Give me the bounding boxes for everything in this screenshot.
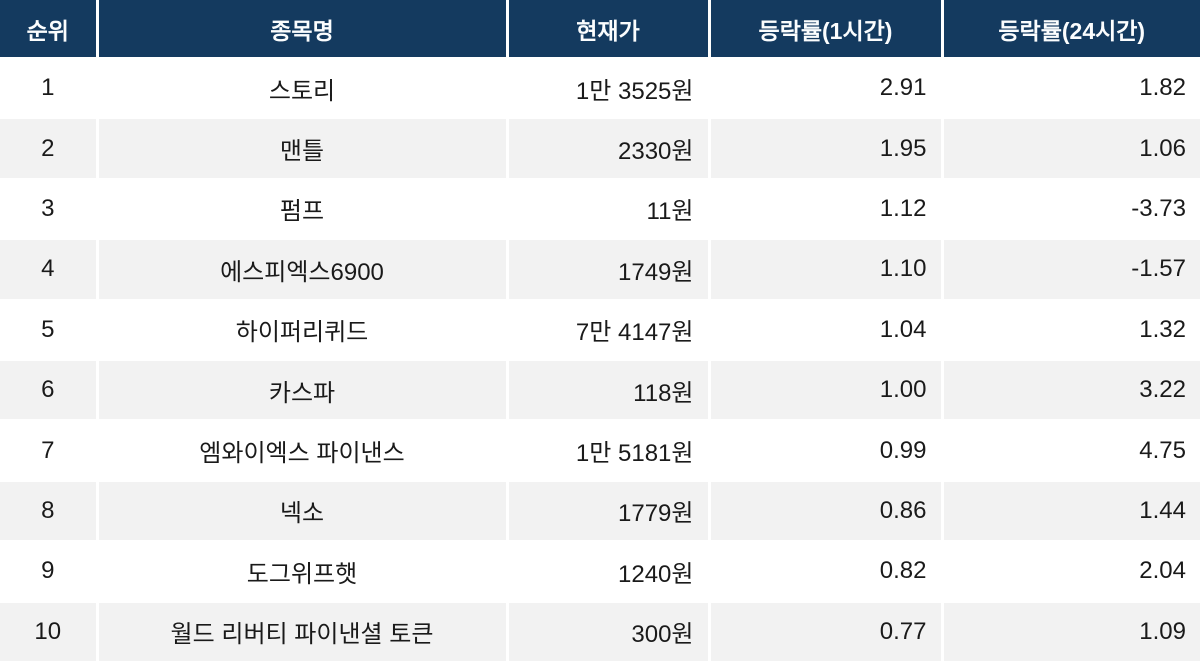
rank-cell: 4 bbox=[0, 239, 99, 301]
change-1h-cell: 1.95 bbox=[709, 118, 944, 180]
change-1h-cell: 1.12 bbox=[709, 178, 944, 241]
change-1h-cell: 0.82 bbox=[709, 541, 944, 603]
price-cell: 11원 bbox=[507, 178, 711, 241]
column-header-rank: 순위 bbox=[0, 0, 99, 59]
price-cell: 300원 bbox=[507, 601, 711, 661]
table-row: 5 하이퍼리퀴드 7만 4147원 1.04 1.32 bbox=[0, 299, 1200, 361]
change-1h-cell: 1.04 bbox=[709, 299, 944, 361]
change-24h-cell: 4.75 bbox=[942, 420, 1200, 482]
name-cell: 도그위프햇 bbox=[97, 541, 509, 603]
column-header-change-24h: 등락률(24시간) bbox=[942, 0, 1200, 59]
change-1h-cell: 2.91 bbox=[709, 58, 944, 120]
name-cell: 카스파 bbox=[97, 359, 509, 422]
table-body: 1 스토리 1만 3525원 2.91 1.82 2 맨틀 2330원 1.95… bbox=[0, 58, 1200, 661]
change-1h-cell: 0.86 bbox=[709, 480, 944, 543]
price-cell: 1240원 bbox=[507, 541, 711, 603]
price-cell: 1만 5181원 bbox=[507, 420, 711, 482]
price-cell: 1779원 bbox=[507, 480, 711, 543]
price-cell: 1만 3525원 bbox=[507, 58, 711, 120]
name-cell: 에스피엑스6900 bbox=[97, 239, 509, 301]
name-cell: 엠와이엑스 파이낸스 bbox=[97, 420, 509, 482]
table-row: 2 맨틀 2330원 1.95 1.06 bbox=[0, 118, 1200, 180]
header-row: 순위 종목명 현재가 등락률(1시간) 등락률(24시간) bbox=[0, 0, 1200, 59]
table-row: 8 넥소 1779원 0.86 1.44 bbox=[0, 480, 1200, 543]
rank-cell: 8 bbox=[0, 480, 99, 543]
rank-cell: 6 bbox=[0, 359, 99, 422]
rank-cell: 9 bbox=[0, 541, 99, 603]
change-24h-cell: 1.44 bbox=[942, 480, 1200, 543]
rank-cell: 1 bbox=[0, 58, 99, 120]
change-24h-cell: -3.73 bbox=[942, 178, 1200, 241]
price-cell: 2330원 bbox=[507, 118, 711, 180]
name-cell: 맨틀 bbox=[97, 118, 509, 180]
change-24h-cell: 2.04 bbox=[942, 541, 1200, 603]
rank-cell: 7 bbox=[0, 420, 99, 482]
table-row: 3 펌프 11원 1.12 -3.73 bbox=[0, 178, 1200, 241]
table-row: 1 스토리 1만 3525원 2.91 1.82 bbox=[0, 58, 1200, 120]
column-header-change-1h: 등락률(1시간) bbox=[709, 0, 944, 59]
name-cell: 월드 리버티 파이낸셜 토큰 bbox=[97, 601, 509, 661]
change-1h-cell: 1.10 bbox=[709, 239, 944, 301]
price-cell: 1749원 bbox=[507, 239, 711, 301]
change-24h-cell: 3.22 bbox=[942, 359, 1200, 422]
rank-cell: 10 bbox=[0, 601, 99, 661]
change-1h-cell: 0.99 bbox=[709, 420, 944, 482]
change-1h-cell: 1.00 bbox=[709, 359, 944, 422]
table-row: 4 에스피엑스6900 1749원 1.10 -1.57 bbox=[0, 239, 1200, 301]
name-cell: 하이퍼리퀴드 bbox=[97, 299, 509, 361]
name-cell: 펌프 bbox=[97, 178, 509, 241]
table-row: 6 카스파 118원 1.00 3.22 bbox=[0, 359, 1200, 422]
change-24h-cell: 1.82 bbox=[942, 58, 1200, 120]
rank-cell: 3 bbox=[0, 178, 99, 241]
rank-cell: 2 bbox=[0, 118, 99, 180]
name-cell: 넥소 bbox=[97, 480, 509, 543]
change-24h-cell: 1.09 bbox=[942, 601, 1200, 661]
column-header-name: 종목명 bbox=[97, 0, 509, 59]
change-24h-cell: 1.06 bbox=[942, 118, 1200, 180]
change-24h-cell: 1.32 bbox=[942, 299, 1200, 361]
rank-cell: 5 bbox=[0, 299, 99, 361]
table-row: 7 엠와이엑스 파이낸스 1만 5181원 0.99 4.75 bbox=[0, 420, 1200, 482]
change-1h-cell: 0.77 bbox=[709, 601, 944, 661]
price-cell: 118원 bbox=[507, 359, 711, 422]
column-header-price: 현재가 bbox=[507, 0, 711, 59]
table-row: 10 월드 리버티 파이낸셜 토큰 300원 0.77 1.09 bbox=[0, 601, 1200, 661]
change-24h-cell: -1.57 bbox=[942, 239, 1200, 301]
table-header: 순위 종목명 현재가 등락률(1시간) 등락률(24시간) bbox=[0, 0, 1200, 59]
price-cell: 7만 4147원 bbox=[507, 299, 711, 361]
name-cell: 스토리 bbox=[97, 58, 509, 120]
table-row: 9 도그위프햇 1240원 0.82 2.04 bbox=[0, 541, 1200, 603]
